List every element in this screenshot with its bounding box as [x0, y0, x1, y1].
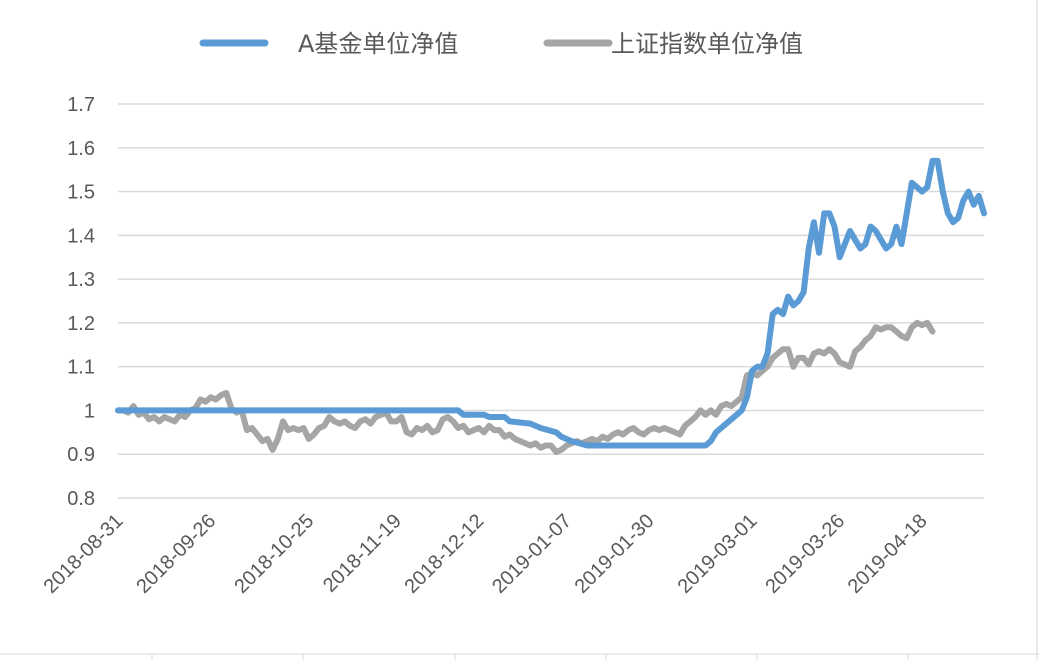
y-tick-label: 1.6	[67, 138, 95, 160]
y-axis: 0.8 0.9 1 1.1 1.2 1.3 1.4 1.5 1.6 1.7	[67, 94, 95, 510]
y-tick-label: 1.3	[67, 269, 95, 291]
y-tick-label: 1.2	[67, 313, 95, 335]
y-tick-label: 0.9	[67, 444, 95, 466]
y-tick-label: 1.7	[67, 94, 95, 116]
series-line-index	[115, 319, 936, 455]
legend: A基金单位净值 上证指数单位净值	[199, 30, 803, 58]
y-tick-label: 1.1	[67, 357, 95, 379]
legend-label-fund: A基金单位净值	[298, 30, 458, 58]
gridlines	[118, 103, 984, 499]
y-tick-label: 0.8	[67, 488, 95, 510]
y-tick-label: 1.4	[67, 225, 95, 247]
y-tick-label: 1.5	[67, 182, 95, 204]
series-group	[115, 157, 987, 455]
legend-label-index: 上证指数单位净值	[611, 30, 803, 58]
y-tick-label: 1	[84, 400, 95, 422]
series-line-fund	[115, 157, 987, 449]
